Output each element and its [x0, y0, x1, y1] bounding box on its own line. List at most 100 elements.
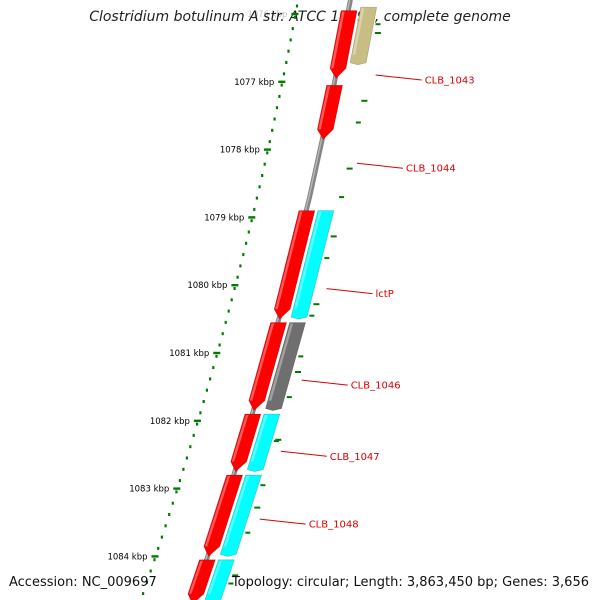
major-tick	[278, 80, 286, 83]
gene-arrow-shine	[275, 211, 303, 310]
scale-dot	[142, 592, 145, 596]
gene-arrow	[248, 322, 287, 412]
minor-tick	[355, 121, 361, 124]
scale-dot	[295, 4, 299, 8]
scale-dot	[149, 569, 152, 573]
gene-arrow-shine	[250, 415, 268, 462]
scale-dot	[261, 174, 264, 177]
inner-tick	[330, 235, 337, 238]
genome-summary-text: Topology: circular; Length: 3,863,450 bp…	[231, 575, 589, 590]
kbp-label: 1083 kbp	[129, 485, 169, 495]
scale-dot	[263, 162, 266, 166]
gene-arrow	[273, 210, 316, 320]
scale-dot	[153, 558, 156, 562]
scale-dot	[212, 366, 215, 370]
scale-dot	[255, 196, 258, 200]
scale-dot	[273, 117, 276, 121]
minor-tick	[309, 314, 315, 317]
gene-label: lctP	[376, 289, 394, 300]
scale-dot	[275, 106, 279, 110]
major-tick	[231, 284, 239, 287]
scale-dot	[280, 83, 283, 87]
gene-arrow-shine	[231, 415, 249, 462]
gene-label: CLB_1043	[425, 76, 475, 87]
gene-features	[187, 6, 378, 600]
kbp-label: 1077 kbp	[234, 78, 274, 88]
scale-dot	[250, 219, 253, 223]
gene-arrow-shine	[204, 476, 231, 547]
scale-dot	[242, 253, 245, 257]
gene-labels: CLB_1043 CLB_1044 lctP CLB_1046 CLB_1047 CLB_…	[259, 74, 475, 531]
minor-tick	[298, 355, 304, 358]
scale-dot	[245, 241, 248, 245]
scale-dot	[282, 72, 286, 76]
minor-tick	[260, 484, 266, 487]
scale-dot	[236, 275, 239, 279]
inner-tick	[313, 303, 320, 306]
kbp-label: 1076 kbp	[247, 10, 287, 20]
scale-ticks: 1076 kbp 1077 kbp 1078 kbp 1079 kbp 1080 kbp…	[107, 10, 381, 585]
gene-label: CLB_1048	[309, 520, 359, 531]
scale-dot	[157, 546, 160, 550]
gene-arrow	[219, 474, 263, 557]
scale-dot	[285, 61, 288, 64]
minor-tick	[286, 396, 292, 399]
minor-tick	[375, 23, 381, 26]
gene-arrow	[230, 413, 262, 473]
scale-dot	[175, 490, 178, 494]
scale-dot	[247, 230, 250, 234]
gene-arrow-shine	[207, 560, 222, 594]
inner-tick	[374, 32, 381, 34]
scale-dot	[268, 140, 271, 144]
kbp-label: 1078 kbp	[220, 146, 260, 156]
scale-dot	[253, 207, 256, 211]
scale-dot	[287, 49, 290, 53]
scale-dot	[189, 445, 192, 449]
inner-tick	[346, 167, 353, 170]
major-tick	[263, 148, 271, 151]
kbp-label: 1079 kbp	[204, 213, 244, 223]
gene-label-leader	[301, 379, 348, 386]
gene-arrow	[187, 559, 216, 600]
gene-arrow	[265, 322, 306, 411]
scale-dot	[145, 580, 148, 584]
major-tick	[291, 12, 299, 16]
gene-arrow	[316, 84, 343, 140]
kbp-label: 1082 kbp	[150, 417, 190, 427]
scale-dot	[278, 94, 281, 98]
scale-dot	[178, 479, 181, 483]
gene-label-leader	[375, 74, 422, 81]
gene-label-leader	[280, 450, 327, 457]
scale-dot	[289, 38, 292, 42]
scale-dot	[233, 287, 236, 290]
scale-dot	[185, 456, 188, 460]
scale-dot	[218, 343, 221, 347]
scale-dot	[171, 501, 174, 505]
inner-tick	[361, 99, 368, 102]
scale-dot	[239, 264, 242, 268]
minor-tick	[339, 196, 345, 199]
gene-arrow-shine	[223, 476, 250, 547]
scale-dot	[258, 185, 261, 189]
inner-tick	[232, 574, 239, 577]
scale-dot	[221, 332, 224, 336]
gene-arrow	[349, 6, 378, 66]
scale-dot	[293, 15, 296, 19]
gene-arrow	[203, 474, 244, 557]
gene-arrow	[290, 210, 335, 320]
major-tick	[248, 216, 256, 219]
minor-tick	[228, 582, 234, 585]
kbp-label: 1080 kbp	[187, 281, 227, 291]
gene-arrow-shine	[331, 11, 345, 69]
gene-arrow	[246, 413, 281, 472]
inner-tick	[295, 371, 301, 373]
gene-label-leader	[326, 288, 373, 295]
scale-dot	[182, 467, 185, 471]
scale-dot	[224, 320, 227, 324]
gene-arrow-shine	[352, 8, 365, 55]
scale-dot	[205, 388, 208, 392]
gene-arrow-shine	[188, 560, 203, 594]
minor-tick	[324, 257, 330, 260]
scale-dot	[215, 354, 218, 358]
